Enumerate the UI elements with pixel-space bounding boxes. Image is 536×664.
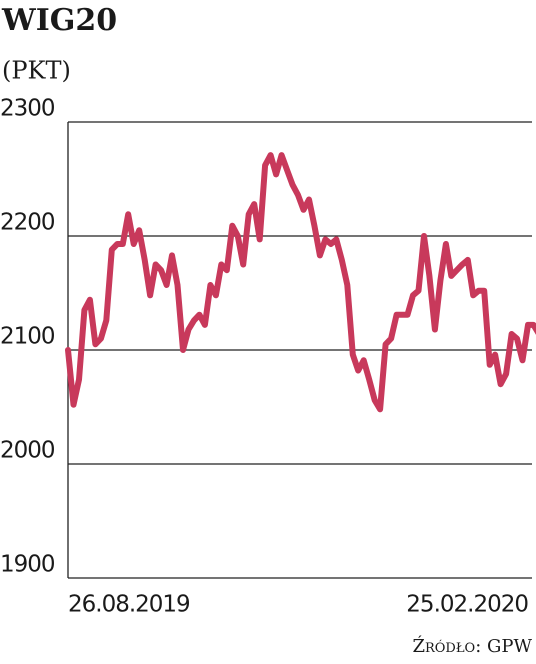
x-tick-label: 25.02.2020 — [406, 592, 528, 618]
source: Źródło: GPW — [412, 634, 532, 657]
y-tick-label: 2300 — [0, 96, 55, 122]
chart-subtitle: (PKT) — [2, 57, 71, 85]
y-tick-label: 2200 — [0, 210, 55, 236]
line — [65, 152, 536, 413]
y-tick-label: 2100 — [0, 324, 55, 350]
x-tick-label: 26.08.2019 — [68, 592, 190, 618]
y-tick-label: 2000 — [0, 438, 55, 464]
chart-title: WIG20 — [1, 3, 117, 38]
y-tick-label: 1900 — [0, 552, 55, 578]
